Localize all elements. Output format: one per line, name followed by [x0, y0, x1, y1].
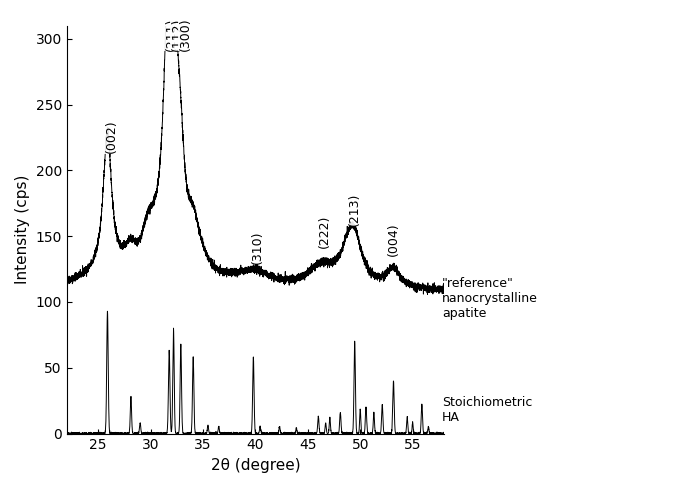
- Text: (213): (213): [348, 192, 361, 225]
- Text: (211): (211): [165, 17, 178, 51]
- Text: (002): (002): [104, 120, 117, 153]
- Text: (300): (300): [179, 17, 191, 51]
- Text: (004): (004): [387, 223, 400, 256]
- Text: (310): (310): [250, 230, 264, 264]
- Text: "reference"
nanocrystalline
apatite: "reference" nanocrystalline apatite: [442, 277, 538, 320]
- Text: (222): (222): [318, 215, 331, 248]
- Y-axis label: Intensity (cps): Intensity (cps): [15, 175, 30, 285]
- Text: (112): (112): [171, 17, 184, 51]
- Text: Stoichiometric
HA: Stoichiometric HA: [442, 396, 533, 424]
- X-axis label: 2θ (degree): 2θ (degree): [210, 458, 300, 473]
